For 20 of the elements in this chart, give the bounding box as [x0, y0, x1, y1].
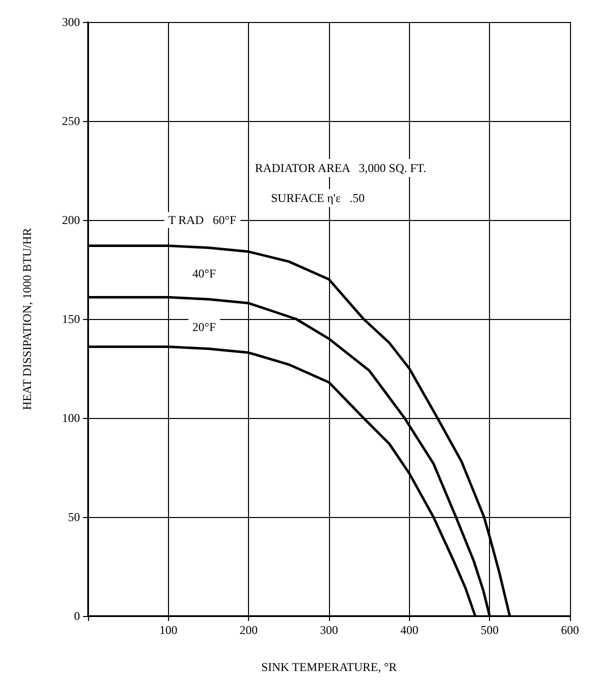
y-tick-label: 200: [62, 213, 80, 227]
x-tick-label: 100: [159, 623, 178, 637]
y-tick-label: 300: [62, 15, 80, 29]
y-tick-label: 50: [68, 510, 80, 524]
y-tick-label: 0: [74, 609, 80, 623]
x-tick-label: 500: [480, 623, 499, 637]
x-tick-label: 600: [561, 623, 579, 637]
annotation: T RAD 60°F: [168, 213, 237, 227]
y-tick-label: 100: [62, 411, 80, 425]
annotation: 20°F: [192, 320, 216, 334]
y-tick-label: 150: [62, 312, 80, 326]
x-tick-label: 200: [240, 623, 258, 637]
x-tick-label: 300: [320, 623, 338, 637]
x-axis-title: SINK TEMPERATURE, °R: [261, 660, 397, 674]
x-tick-label: 400: [400, 623, 418, 637]
y-axis-title: HEAT DISSIPATION, 1000 BTU/HR: [20, 228, 34, 410]
annotation: SURFACE η'ε .50: [271, 191, 365, 205]
y-tick-label: 250: [62, 114, 80, 128]
annotation: 40°F: [192, 266, 216, 280]
annotation: RADIATOR AREA 3,000 SQ. FT.: [255, 161, 426, 175]
